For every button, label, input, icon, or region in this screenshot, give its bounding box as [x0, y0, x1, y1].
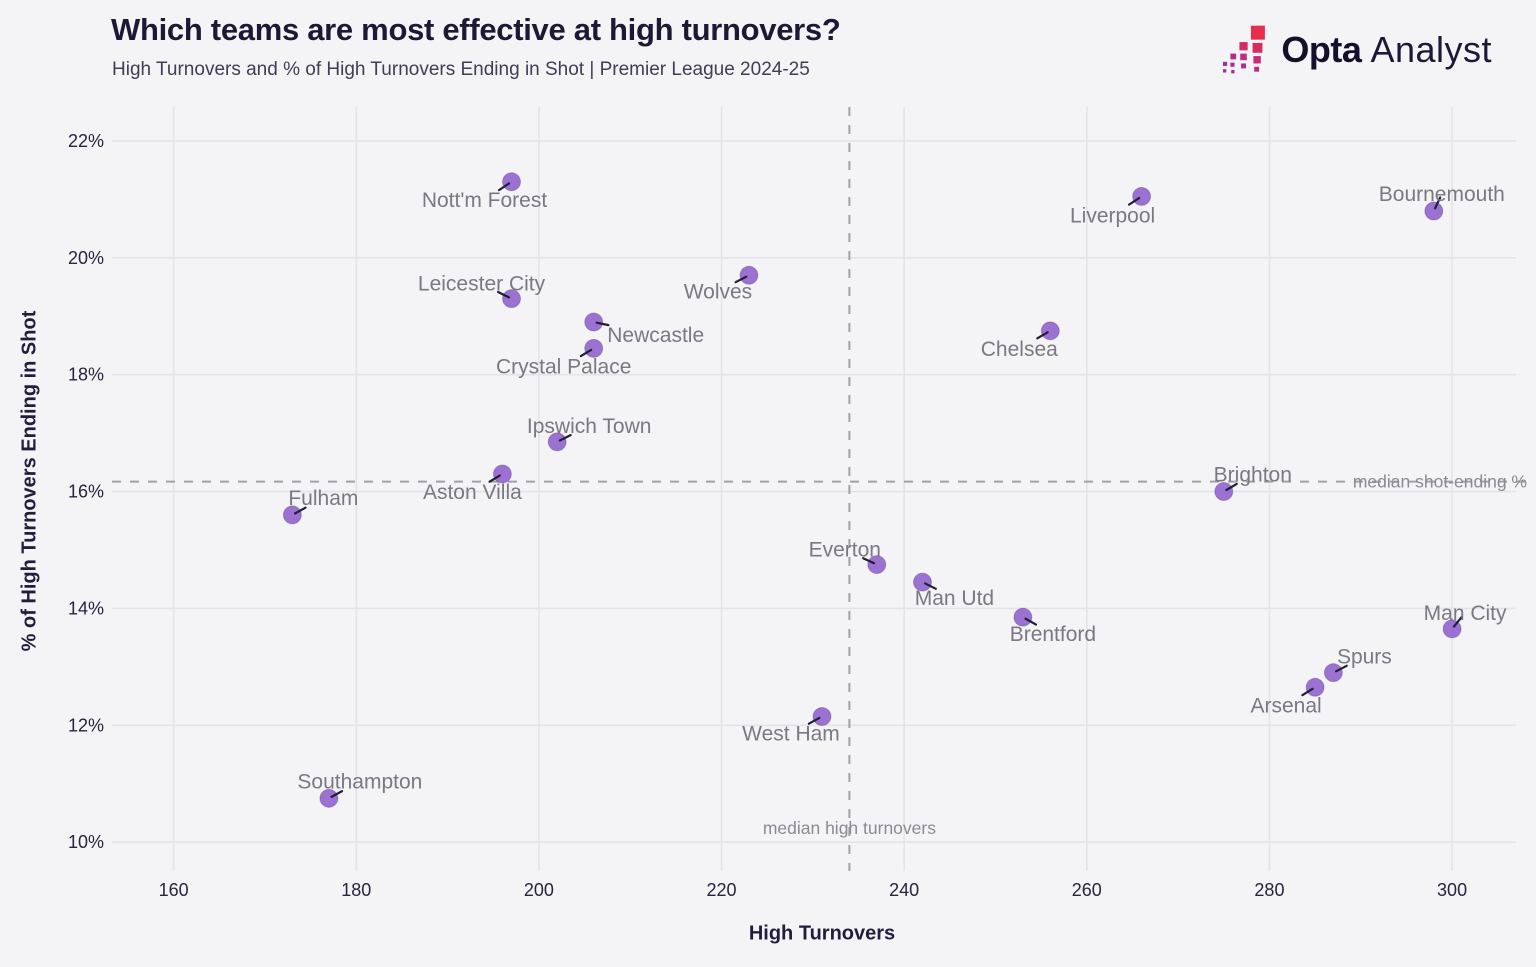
data-point-arsenal — [1305, 677, 1325, 697]
label-leader-line — [330, 790, 344, 798]
data-point-southampton — [319, 788, 339, 808]
y-tick-label: 12% — [68, 715, 104, 735]
point-label-bournemouth: Bournemouth — [1379, 183, 1505, 206]
label-leader-line — [1036, 331, 1049, 340]
y-axis-title: % of High Turnovers Ending in Shot — [18, 310, 41, 652]
x-tick-label: 300 — [1437, 880, 1467, 900]
y-tick-label: 10% — [68, 832, 104, 852]
point-label-fulham: Fulham — [288, 487, 358, 510]
label-leader-line — [1225, 482, 1238, 492]
point-label-west-ham: West Ham — [742, 723, 840, 746]
point-label-brentford: Brentford — [1010, 623, 1096, 646]
y-tick-label: 22% — [68, 131, 104, 151]
label-leader-line — [734, 275, 748, 284]
label-leader-line — [488, 474, 501, 483]
data-point-everton — [867, 555, 887, 575]
label-leader-line — [1452, 616, 1463, 628]
data-point-liverpool — [1132, 186, 1152, 206]
chart-subtitle: High Turnovers and % of High Turnovers E… — [112, 59, 810, 80]
point-label-man-city: Man City — [1424, 602, 1507, 625]
data-point-man-utd — [912, 572, 932, 592]
label-leader-line — [1301, 687, 1314, 697]
point-label-brighton: Brighton — [1214, 464, 1292, 487]
label-leader-line — [497, 182, 511, 192]
opta-logo-mark-icon — [1223, 25, 1266, 74]
point-label-southampton: Southampton — [297, 770, 422, 793]
point-label-newcastle: Newcastle — [607, 324, 704, 347]
y-tick-label: 16% — [68, 482, 104, 502]
point-label-spurs: Spurs — [1337, 646, 1392, 669]
data-point-ipswich-town — [547, 432, 567, 452]
x-tick-label: 180 — [341, 880, 371, 900]
data-point-brentford — [1013, 607, 1033, 627]
label-leader-line — [862, 557, 876, 565]
label-leader-line — [1024, 617, 1038, 626]
point-label-arsenal: Arsenal — [1251, 694, 1322, 717]
opta-logo-text-light: Analyst — [1370, 28, 1492, 70]
point-label-liverpool: Liverpool — [1070, 204, 1155, 227]
label-leader-line — [579, 348, 593, 358]
data-point-wolves — [739, 265, 759, 285]
data-point-newcastle — [584, 312, 604, 332]
x-tick-label: 160 — [159, 880, 189, 900]
median-high-turnovers-label: median high turnovers — [763, 818, 936, 838]
x-axis-title: High Turnovers — [748, 922, 896, 945]
label-leader-line — [497, 290, 510, 299]
label-leader-line — [807, 716, 821, 725]
data-point-spurs — [1323, 663, 1343, 683]
y-tick-label: 20% — [68, 248, 104, 268]
data-point-bournemouth — [1424, 201, 1444, 221]
y-tick-label: 14% — [68, 598, 104, 618]
data-point-crystal-palace — [584, 338, 604, 358]
page-title: Which teams are most effective at high t… — [111, 12, 841, 47]
label-leader-line — [1334, 664, 1348, 673]
data-point-leicester-city — [502, 289, 522, 309]
data-point-west-ham — [812, 707, 832, 727]
point-label-everton: Everton — [809, 539, 881, 562]
label-leader-line — [293, 506, 307, 515]
data-point-aston-villa — [492, 464, 512, 484]
data-point-nott-m-forest — [502, 172, 522, 192]
data-point-brighton — [1214, 482, 1234, 502]
label-leader-line — [924, 582, 937, 590]
label-leader-line — [558, 434, 572, 442]
x-tick-label: 280 — [1254, 880, 1284, 900]
data-point-chelsea — [1040, 321, 1060, 341]
label-leader-line — [1127, 196, 1141, 206]
x-tick-label: 220 — [707, 880, 737, 900]
point-label-chelsea: Chelsea — [981, 338, 1058, 361]
opta-logo-text-bold: Opta — [1281, 28, 1362, 70]
y-tick-label: 18% — [68, 365, 104, 385]
opta-analyst-logo: Opta Analyst — [1223, 24, 1492, 75]
x-tick-label: 260 — [1072, 880, 1102, 900]
point-label-aston-villa: Aston Villa — [423, 481, 522, 504]
median-shot-ending-label: median shot-ending % — [1353, 472, 1527, 492]
x-tick-label: 200 — [524, 880, 554, 900]
point-label-ipswich-town: Ipswich Town — [527, 415, 652, 438]
point-label-man-utd: Man Utd — [915, 587, 994, 610]
point-label-leicester-city: Leicester City — [418, 273, 546, 296]
label-leader-line — [1433, 196, 1442, 210]
point-label-wolves: Wolves — [684, 280, 752, 303]
label-leader-line — [595, 321, 610, 327]
point-label-crystal-palace: Crystal Palace — [496, 355, 631, 378]
x-tick-label: 240 — [889, 880, 919, 900]
data-point-fulham — [282, 505, 302, 525]
point-label-nott-m-forest: Nott'm Forest — [422, 189, 548, 212]
